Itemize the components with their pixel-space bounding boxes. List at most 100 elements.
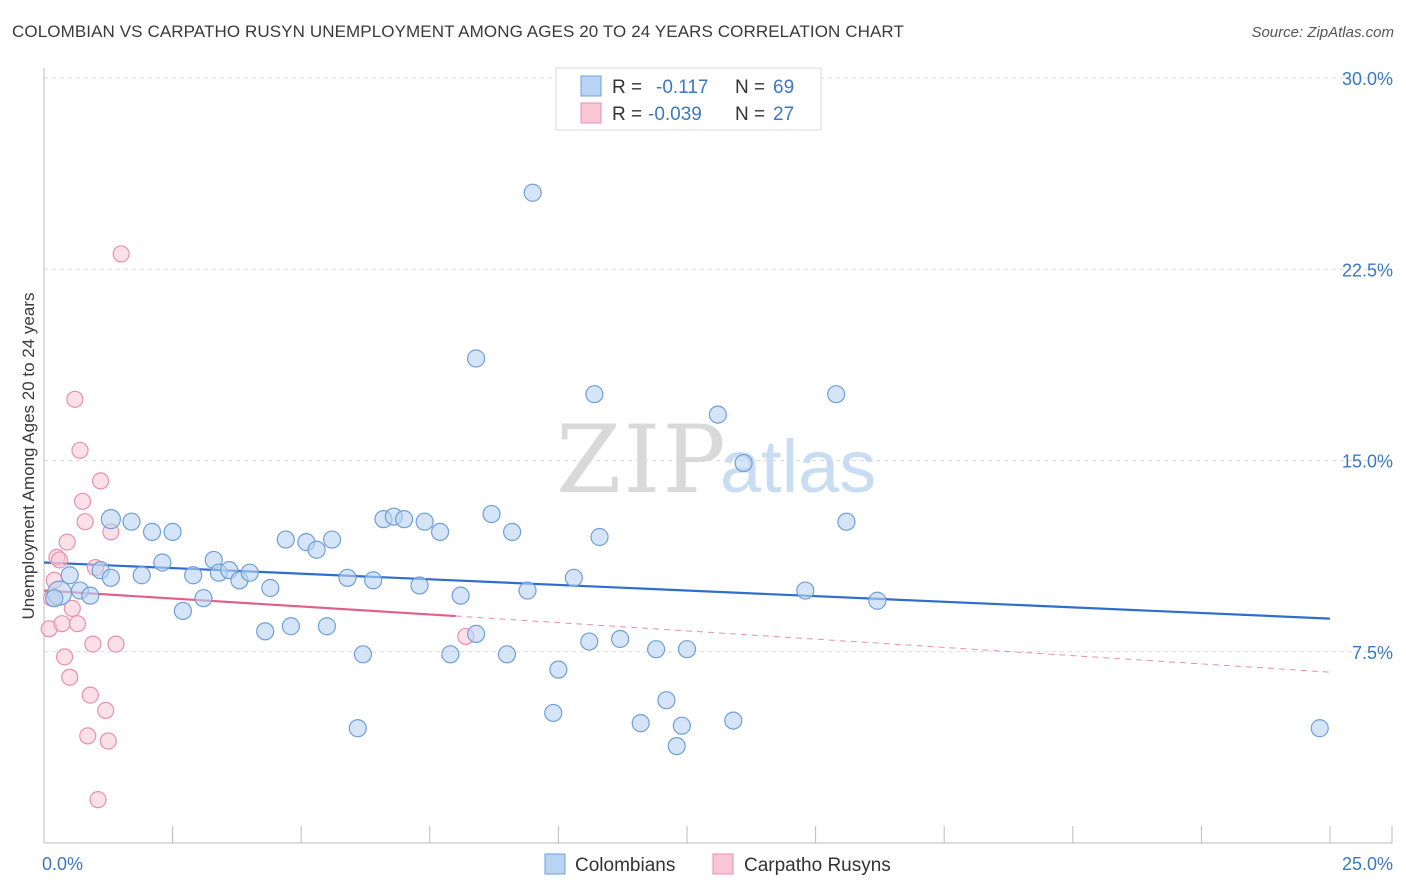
y-axis-label: Unemployment Among Ages 20 to 24 years (19, 293, 38, 620)
carpatho-rusyn-point (91, 472, 110, 490)
colombian-point (281, 617, 301, 636)
carpatho-rusyn-point (71, 441, 89, 459)
carpatho-rusyn-point (58, 533, 76, 551)
stats-legend-r-value: -0.117 (656, 77, 708, 98)
colombian-point (132, 566, 151, 585)
stats-legend-n-label: N = (735, 104, 765, 125)
legend-label-colombians: Colombians (575, 855, 675, 876)
stats-legend-r-label: R = (612, 77, 642, 98)
colombian-point (631, 714, 650, 733)
colombian-point (657, 691, 676, 710)
colombian-point (256, 622, 275, 641)
colombian-point (261, 578, 280, 598)
colombian-point (451, 586, 470, 605)
colombian-point (153, 553, 172, 572)
colombian-point (394, 510, 414, 529)
colombian-point (837, 512, 856, 531)
stats-legend: R = -0.117 N = 69 R = -0.039 N = 27 (555, 67, 822, 131)
carpatho-rusyn-point (84, 635, 102, 653)
carpatho-rusyn-point (89, 791, 107, 809)
bottom-legend: Colombians Carpatho Rusyns (544, 853, 891, 876)
colombian-point (348, 719, 367, 738)
colombian-point (590, 527, 609, 547)
source-label: Source: ZipAtlas.com (1251, 24, 1394, 41)
y-tick-label: 15.0% (1342, 452, 1393, 472)
carpatho-rusyn-point (55, 648, 74, 666)
colombian-points (45, 183, 1329, 756)
carpatho-rusyn-point (107, 635, 125, 653)
colombian-point (672, 716, 691, 735)
colombian-point (544, 703, 563, 723)
colombian-point (1310, 719, 1329, 738)
stats-legend-n-value: 27 (773, 104, 794, 125)
colombian-point (667, 736, 686, 756)
carpatho-rusyn-point (66, 390, 84, 408)
colombian-point (184, 566, 203, 585)
watermark-zip: ZIP (556, 406, 728, 515)
watermark: ZIP atlas (556, 406, 876, 515)
carpatho-rusyns-trend-line (43, 589, 456, 618)
carpatho-rusyn-point (99, 732, 117, 750)
colombian-point (724, 711, 743, 730)
colombian-point (81, 586, 100, 605)
colombian-point (503, 522, 522, 542)
stats-legend-n-label: N = (735, 77, 765, 98)
colombian-point (276, 530, 295, 549)
carpatho-rusyn-point (61, 668, 79, 686)
colombian-point (45, 589, 64, 608)
carpatho-rusyn-points (40, 245, 475, 809)
colombian-point (580, 632, 599, 651)
colombian-point (100, 509, 121, 530)
x-tick-label: 25.0% (1342, 854, 1393, 874)
x-tick-label: 0.0% (42, 854, 83, 874)
carpatho-rusyn-point (79, 727, 97, 745)
colombian-point (585, 385, 604, 404)
colombian-point (549, 660, 568, 679)
carpatho-rusyn-point (73, 492, 92, 510)
colombian-point (466, 349, 486, 368)
colombian-point (410, 576, 429, 595)
colombian-point (353, 645, 373, 664)
colombian-point (523, 183, 542, 202)
carpatho-rusyn-point (68, 615, 87, 633)
colombian-point (518, 581, 537, 600)
colombian-point (441, 645, 460, 664)
carpatho-rusyn-point (63, 599, 81, 618)
colombian-point (307, 540, 326, 559)
colombian-point (122, 512, 141, 531)
colombian-point (677, 640, 697, 659)
colombian-point (364, 571, 383, 590)
colombian-point (564, 568, 583, 587)
colombian-point (338, 568, 357, 587)
carpatho-rusyn-point (76, 513, 94, 531)
stats-legend-r-label: R = (612, 104, 642, 125)
legend-swatch-colombians (544, 853, 566, 875)
chart-title: COLOMBIAN VS CARPATHO RUSYN UNEMPLOYMENT… (12, 22, 904, 41)
colombian-point (322, 530, 342, 549)
carpatho-rusyn-point (50, 551, 69, 569)
colombian-point (734, 453, 753, 473)
carpatho-rusyn-point (53, 615, 71, 633)
carpatho-rusyn-point (97, 701, 115, 720)
colombian-point (194, 589, 213, 608)
colombian-point (240, 563, 259, 582)
y-tick-label: 30.0% (1342, 69, 1393, 89)
colombian-point (708, 405, 727, 424)
colombian-point (796, 581, 815, 600)
stats-legend-n-value: 69 (773, 77, 794, 98)
colombian-point (482, 504, 501, 524)
colombian-point (173, 601, 192, 621)
legend-swatch-carpatho-rusyns (712, 853, 734, 875)
colombian-point (142, 522, 162, 542)
colombian-point (430, 522, 450, 542)
axes (43, 68, 1393, 844)
stats-legend-swatch-blue (580, 75, 602, 97)
colombian-point (466, 624, 486, 644)
colombian-point (647, 640, 666, 659)
stats-legend-swatch-pink (580, 102, 602, 124)
carpatho-rusyn-point (112, 245, 130, 263)
colombian-point (60, 566, 79, 585)
colombian-point (163, 522, 182, 542)
legend-label-carpatho-rusyns: Carpatho Rusyns (744, 855, 891, 876)
